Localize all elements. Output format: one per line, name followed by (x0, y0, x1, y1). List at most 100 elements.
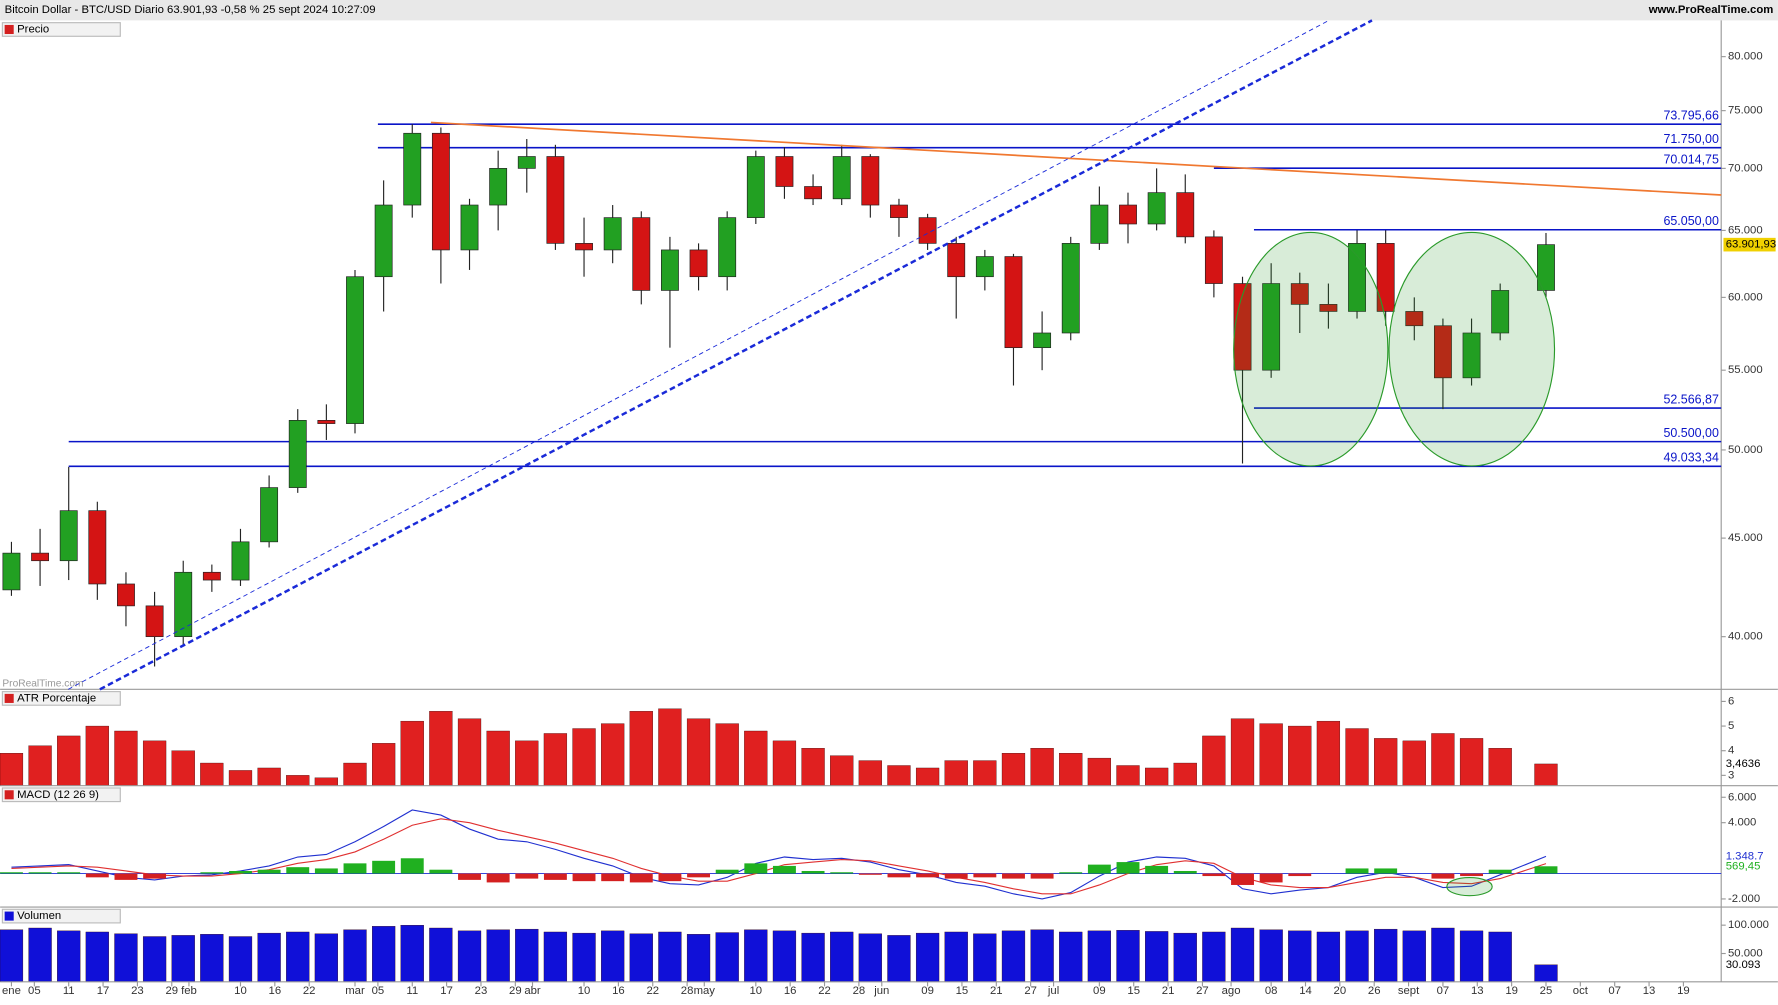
bar (629, 711, 653, 786)
candle-body (1290, 283, 1309, 305)
macd-histogram-bar (372, 860, 396, 874)
panel-label-box (1, 787, 121, 803)
x-tick-label: 10 (750, 985, 763, 997)
candle-body (489, 168, 508, 206)
candle-body (1033, 332, 1052, 349)
bar (944, 760, 968, 786)
bar (830, 931, 854, 983)
macd-histogram-bar (515, 873, 539, 879)
last-value-label: 1.348,7 (1726, 850, 1764, 862)
bar (772, 740, 797, 786)
bar (372, 926, 396, 983)
panel-title: ATR Porcentaje (17, 692, 96, 704)
bar (1402, 930, 1426, 983)
bar (1202, 735, 1226, 786)
x-tick-label: 10 (234, 985, 247, 997)
candle-body (1537, 244, 1555, 291)
bar (1202, 931, 1226, 983)
y-tick-label: 100.000 (1728, 919, 1769, 931)
macd-histogram-bar (1460, 873, 1484, 877)
bar (601, 930, 625, 983)
macd-histogram-bar (715, 869, 739, 874)
candle-body (31, 552, 50, 562)
bar (314, 933, 338, 983)
candle-body (317, 420, 336, 424)
bar (515, 740, 539, 786)
bar (973, 933, 997, 983)
candle-body (2, 552, 21, 591)
macd-histogram-bar (1259, 873, 1283, 883)
x-tick-label: jul (1047, 985, 1059, 997)
bar (457, 930, 482, 983)
macd-histogram-bar (916, 873, 940, 878)
x-tick-label: 19 (1677, 985, 1690, 997)
bar (200, 762, 224, 786)
candle-body (460, 204, 479, 251)
candle-body (1061, 243, 1080, 334)
macd-histogram-bar (458, 873, 481, 880)
level-label: 52.566,87 (1663, 392, 1719, 406)
macd-histogram-bar (944, 873, 968, 879)
macd-histogram-bar (830, 872, 854, 874)
macd-histogram-bar (543, 873, 567, 880)
macd-histogram-bar (1202, 873, 1226, 877)
x-tick-label: 05 (372, 985, 385, 997)
last-value-label: 63.901,93 (1726, 239, 1776, 251)
last-value-tag (1723, 237, 1776, 252)
y-tick-label: 80.000 (1728, 51, 1763, 63)
bar (429, 927, 453, 983)
macd-histogram-bar (572, 873, 596, 882)
macd-histogram-bar (429, 869, 453, 874)
x-tick-label: 27 (1024, 985, 1037, 997)
bar (400, 720, 424, 786)
macd-histogram-bar (744, 863, 768, 874)
candle-body (1176, 192, 1195, 238)
x-tick-label: abr (524, 985, 541, 997)
x-tick-label: 14 (1299, 985, 1312, 997)
bar (858, 760, 882, 786)
candle-body (260, 487, 279, 543)
macd-histogram-bar (1087, 864, 1111, 874)
x-tick-label: 23 (475, 985, 488, 997)
candle-body (1204, 236, 1223, 284)
macd-line (11, 818, 1547, 895)
x-tick-label: sept (1398, 985, 1420, 997)
watermark: ProRealTime.com (2, 678, 83, 689)
bar (1288, 930, 1312, 983)
bar (1488, 931, 1512, 983)
bar (429, 711, 453, 786)
x-tick-label: 09 (921, 985, 934, 997)
x-tick-label: may (694, 985, 716, 997)
bar (1030, 748, 1054, 786)
macd-histogram-bar (57, 872, 81, 874)
candle-body (59, 510, 78, 562)
macd-histogram-bar (28, 872, 52, 874)
header-site[interactable]: www.ProRealTime.com (1648, 4, 1774, 16)
macd-histogram-bar (973, 873, 997, 878)
x-tick-label: 22 (646, 985, 659, 997)
bar (1316, 720, 1341, 786)
x-tick-label: 17 (440, 985, 453, 997)
last-value-label: 569,45 (1726, 860, 1761, 872)
panel-icon (4, 24, 14, 35)
bar (801, 748, 825, 786)
bar (1534, 763, 1558, 786)
candle-body (1004, 256, 1023, 349)
candle-body (288, 420, 307, 488)
y-tick-label: 6.000 (1728, 791, 1756, 803)
x-tick-label: mar (345, 985, 365, 997)
macd-histogram-bar (486, 873, 510, 883)
y-tick-label: 4 (1728, 745, 1734, 757)
bar (543, 733, 568, 786)
macd-histogram-bar (0, 872, 23, 874)
x-tick-label: 16 (784, 985, 797, 997)
bar (257, 932, 281, 983)
macd-histogram-bar (1345, 868, 1369, 874)
x-tick-label: 13 (1643, 985, 1656, 997)
x-tick-label: 17 (97, 985, 110, 997)
macd-histogram-bar (114, 873, 138, 880)
bar (314, 777, 338, 786)
macd-histogram-bar (1002, 873, 1025, 879)
candle-body (832, 156, 851, 200)
bar (28, 927, 52, 983)
